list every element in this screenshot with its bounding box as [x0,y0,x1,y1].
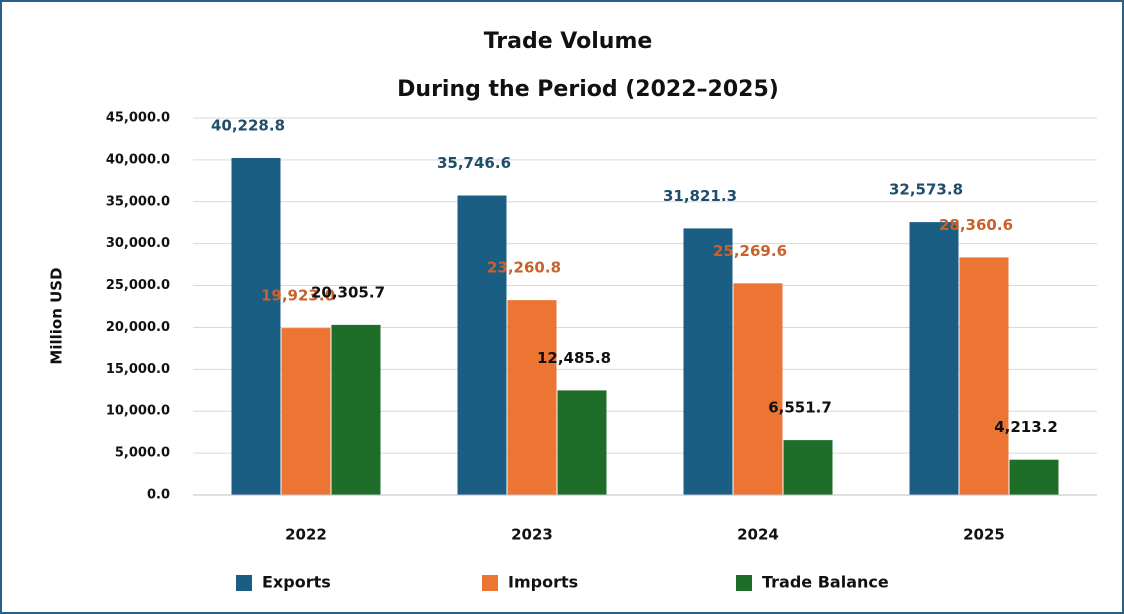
x-tick-label: 2024 [737,526,779,544]
y-tick-label: 20,000.0 [106,320,170,335]
chart-subtitle: During the Period (2022–2025) [397,77,779,102]
bar [733,283,783,495]
data-label: 31,821.3 [663,187,737,205]
bar [909,222,959,495]
bar [557,390,607,495]
data-label: 28,360.6 [939,216,1013,234]
y-tick-label: 30,000.0 [106,236,170,251]
y-tick-label: 35,000.0 [106,194,170,209]
y-tick-label: 25,000.0 [106,278,170,293]
bar [231,157,281,495]
y-tick-label: 5,000.0 [115,446,170,461]
y-tick-label: 45,000.0 [106,111,170,126]
bar [959,257,1009,495]
legend-swatch [736,575,752,591]
bar [1009,459,1059,495]
data-label: 23,260.8 [487,259,561,277]
bar [683,228,733,496]
data-label: 4,213.2 [994,418,1058,436]
y-tick-label: 15,000.0 [106,362,170,377]
legend-label: Exports [262,573,331,592]
data-label: 25,269.6 [713,242,787,260]
data-label: 12,485.8 [537,349,611,367]
data-label: 35,746.6 [437,154,511,172]
bar [457,195,507,495]
bar [281,328,331,495]
y-tick-label: 10,000.0 [106,404,170,419]
data-label: 32,573.8 [889,181,963,199]
legend-label: Trade Balance [762,573,889,592]
y-tick-label: 40,000.0 [106,152,170,167]
data-label: 19,923.0 [261,287,335,305]
y-axis-label: Million USD [48,267,66,364]
data-label: 40,228.8 [211,116,285,134]
bar [331,324,381,495]
legend-swatch [482,575,498,591]
data-label: 20,305.7 [311,283,385,301]
bar [507,300,557,495]
legend-swatch [236,575,252,591]
chart-title: Trade Volume [484,29,653,54]
x-tick-label: 2022 [285,526,327,544]
data-label: 6,551.7 [768,399,832,417]
x-tick-label: 2025 [963,526,1005,544]
x-tick-label: 2023 [511,526,553,544]
legend-label: Imports [508,573,578,592]
y-tick-label: 0.0 [147,488,170,503]
bar [783,440,833,495]
